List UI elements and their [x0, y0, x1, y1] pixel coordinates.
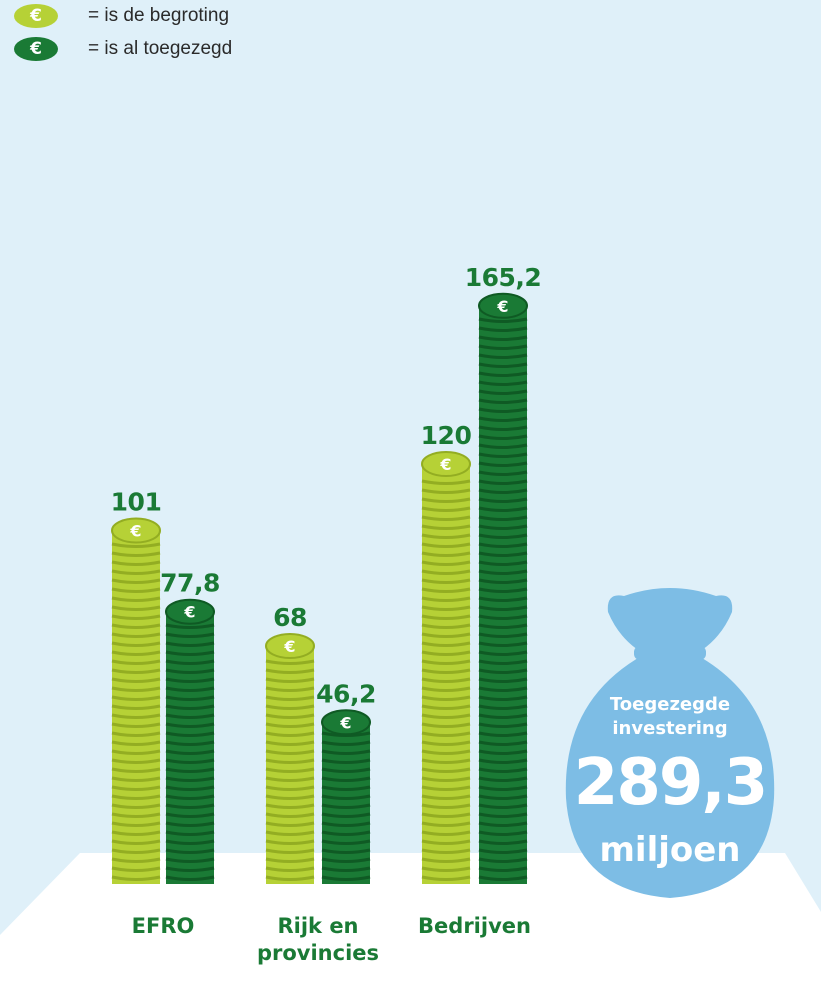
euro-coin-icon: €: [339, 713, 351, 732]
euro-coin-icon: €: [183, 603, 195, 622]
coin-stack-budget: €: [421, 451, 471, 884]
bag-title-line1: Toegezegde: [609, 694, 731, 715]
value-label: 46,2: [316, 679, 376, 708]
value-label: 120: [421, 421, 472, 450]
legend-label-committed: = is al toegezegd: [88, 38, 233, 59]
legend-item-committed: € = is al toegezegd: [14, 35, 232, 63]
legend-label-budget: = is de begroting: [88, 5, 230, 26]
coin-stack-committed: €: [478, 292, 528, 884]
euro-coin-icon: €: [283, 637, 295, 656]
category-label: provincies: [257, 941, 379, 965]
legend-item-budget: € = is de begroting: [14, 2, 229, 30]
value-label: 77,8: [160, 569, 220, 598]
value-label: 68: [273, 603, 307, 632]
bag-unit: miljoen: [599, 830, 741, 870]
category-label: EFRO: [132, 914, 195, 938]
category-label: Bedrijven: [418, 914, 531, 938]
coin-stack-committed: €: [321, 709, 371, 884]
coin-stack-committed: €: [165, 598, 215, 884]
bag-amount: 289,3: [573, 746, 768, 820]
coin-stack-budget: €: [111, 517, 161, 884]
coin-stack-budget: €: [265, 633, 315, 884]
dark-coin-icon: €: [14, 37, 58, 61]
value-label: 101: [111, 488, 162, 517]
money-bag-icon: [565, 588, 775, 898]
euro-coin-icon: €: [129, 522, 141, 541]
value-label: 165,2: [465, 263, 542, 292]
category-label: Rijk en: [277, 914, 358, 938]
money-bag: Toegezegde investering 289,3 miljoen: [562, 584, 778, 902]
euro-coin-icon: €: [496, 297, 508, 316]
light-coin-icon: €: [14, 4, 58, 28]
bag-title-line2: investering: [612, 718, 728, 739]
euro-coin-icon: €: [439, 455, 451, 474]
